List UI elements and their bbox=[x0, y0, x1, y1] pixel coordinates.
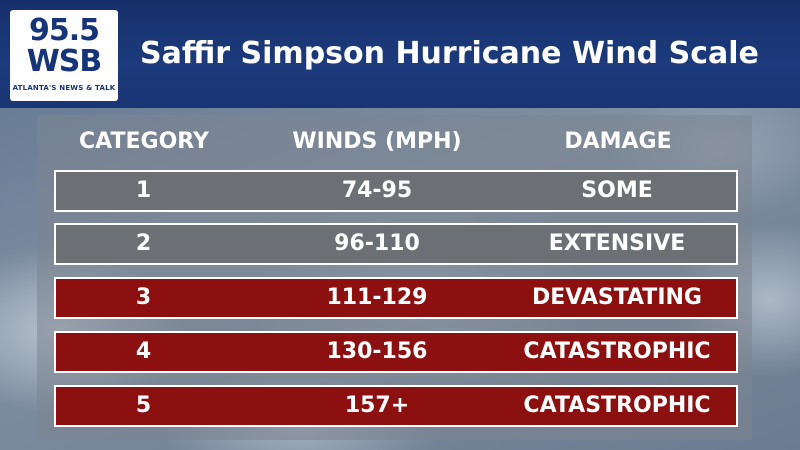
header-bar: 95.5 WSB ATLANTA'S NEWS & TALK Saffir Si… bbox=[0, 0, 800, 108]
cell-damage: CATASTROPHIC bbox=[523, 393, 711, 418]
cell-winds: 157+ bbox=[344, 393, 410, 418]
cell-damage: SOME bbox=[581, 178, 653, 203]
cell-damage: EXTENSIVE bbox=[548, 231, 686, 256]
table-row-category-4: 4 130-156 CATASTROPHIC bbox=[54, 331, 738, 373]
logo-tagline: ATLANTA'S NEWS & TALK bbox=[12, 84, 116, 92]
column-header-category: CATEGORY bbox=[79, 129, 209, 154]
logo-frequency: 95.5 bbox=[28, 13, 100, 48]
logo-callsign: WSB bbox=[26, 44, 103, 79]
cell-winds: 74-95 bbox=[341, 178, 413, 203]
column-header-winds: WINDS (MPH) bbox=[292, 129, 462, 154]
cell-damage: DEVASTATING bbox=[532, 285, 702, 310]
cell-category: 3 bbox=[135, 285, 152, 310]
cell-category: 4 bbox=[135, 339, 152, 364]
table-row-category-2: 2 96-110 EXTENSIVE bbox=[54, 223, 738, 265]
column-header-damage: DAMAGE bbox=[564, 129, 672, 154]
page-title: Saffir Simpson Hurricane Wind Scale bbox=[140, 36, 759, 71]
cell-winds: 130-156 bbox=[326, 339, 428, 364]
cell-category: 1 bbox=[135, 178, 152, 203]
cell-category: 5 bbox=[135, 393, 152, 418]
cell-category: 2 bbox=[135, 231, 152, 256]
table-row-category-1: 1 74-95 SOME bbox=[54, 170, 738, 212]
cell-winds: 111-129 bbox=[326, 285, 428, 310]
cell-damage: CATASTROPHIC bbox=[523, 339, 711, 364]
table-row-category-5: 5 157+ CATASTROPHIC bbox=[54, 385, 738, 427]
station-logo: 95.5 WSB ATLANTA'S NEWS & TALK bbox=[10, 10, 118, 101]
table-row-category-3: 3 111-129 DEVASTATING bbox=[54, 277, 738, 319]
cell-winds: 96-110 bbox=[334, 231, 420, 256]
